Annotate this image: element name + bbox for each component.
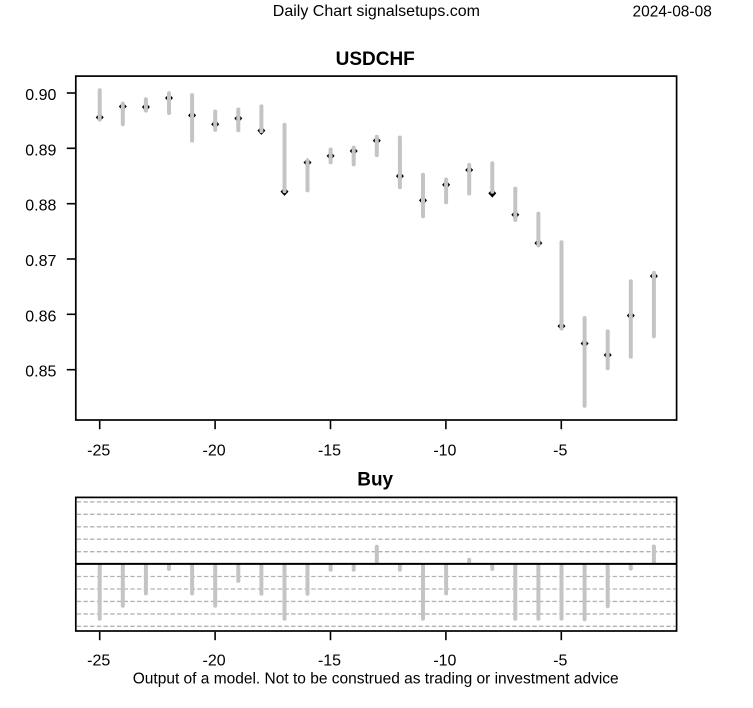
- svg-text:-25: -25: [87, 443, 110, 460]
- svg-text:0.87: 0.87: [25, 253, 56, 270]
- svg-text:2024-08-08: 2024-08-08: [633, 3, 712, 20]
- svg-text:-10: -10: [433, 443, 456, 460]
- svg-text:USDCHF: USDCHF: [336, 49, 415, 70]
- svg-text:0.85: 0.85: [25, 364, 56, 381]
- svg-text:-5: -5: [553, 443, 567, 460]
- svg-text:-10: -10: [433, 653, 456, 670]
- svg-text:0.89: 0.89: [25, 142, 56, 159]
- svg-text:Output of a model. Not to be c: Output of a model. Not to be construed a…: [133, 671, 619, 688]
- svg-text:0.88: 0.88: [25, 198, 56, 215]
- svg-text:-15: -15: [318, 443, 341, 460]
- svg-text:-15: -15: [318, 653, 341, 670]
- svg-text:Daily Chart signalsetups.com: Daily Chart signalsetups.com: [273, 3, 480, 20]
- svg-text:Buy: Buy: [357, 470, 393, 491]
- svg-text:-5: -5: [553, 653, 567, 670]
- svg-text:0.86: 0.86: [25, 308, 56, 325]
- svg-text:-20: -20: [203, 653, 226, 670]
- svg-text:-20: -20: [203, 443, 226, 460]
- svg-text:0.90: 0.90: [25, 87, 56, 104]
- svg-text:-25: -25: [87, 653, 110, 670]
